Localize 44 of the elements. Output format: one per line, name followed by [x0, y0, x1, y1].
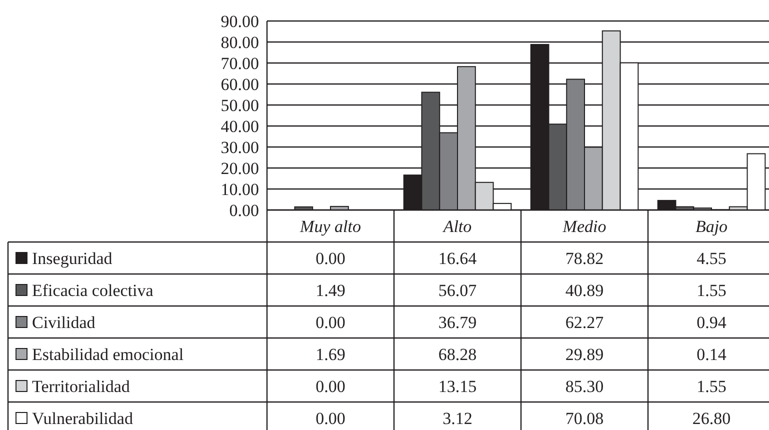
data-label: 0.14: [696, 344, 727, 364]
x-tick-label: Medio: [562, 216, 606, 236]
x-tick-label: Alto: [442, 216, 472, 236]
legend-label: Territorialidad: [32, 376, 130, 396]
data-label: 29.89: [565, 344, 604, 364]
y-tick-label: 90.00: [220, 12, 259, 31]
legend-label: Estabilidad emocional: [32, 344, 184, 364]
legend-label: Inseguridad: [32, 248, 113, 268]
y-tick-label: 30.00: [220, 138, 259, 157]
data-label: 36.79: [438, 312, 477, 332]
data-label: 0.00: [316, 312, 346, 332]
data-label: 62.27: [565, 312, 604, 332]
legend-label: Eficacia colectiva: [32, 280, 154, 300]
data-label: 0.00: [316, 408, 346, 428]
data-label: 1.55: [696, 280, 726, 300]
data-label: 1.69: [316, 344, 346, 364]
data-label: 78.82: [565, 248, 604, 268]
data-label: 26.80: [692, 408, 731, 428]
y-tick-label: 60.00: [220, 74, 259, 94]
y-tick-label: 10.00: [220, 180, 259, 199]
data-label: 40.89: [565, 280, 604, 300]
data-label: 16.64: [438, 248, 478, 268]
data-label: 3.12: [442, 408, 472, 428]
legend-label: Vulnerabilidad: [32, 408, 134, 428]
data-label: 56.07: [438, 280, 478, 300]
data-label: 1.55: [696, 376, 726, 396]
y-tick-label: 0.00: [229, 200, 259, 220]
x-tick-label: Muy alto: [299, 216, 361, 236]
legend-label: Civilidad: [32, 312, 96, 332]
data-label: 0.00: [316, 376, 346, 396]
data-label: 0.94: [696, 312, 727, 332]
data-label: 70.08: [565, 408, 604, 428]
x-tick-label: Bajo: [695, 216, 728, 236]
y-tick-label: 50.00: [220, 96, 259, 115]
data-label: 4.55: [696, 248, 726, 268]
data-label: 68.28: [438, 344, 477, 364]
data-label: 13.15: [438, 376, 477, 396]
y-tick-label: 40.00: [220, 116, 259, 136]
y-tick-label: 70.00: [220, 54, 259, 73]
y-tick-label: 80.00: [220, 32, 259, 52]
data-label: 0.00: [316, 248, 346, 268]
y-tick-label: 20.00: [220, 158, 259, 178]
data-label: 1.49: [316, 280, 346, 300]
data-label: 85.30: [565, 376, 604, 396]
